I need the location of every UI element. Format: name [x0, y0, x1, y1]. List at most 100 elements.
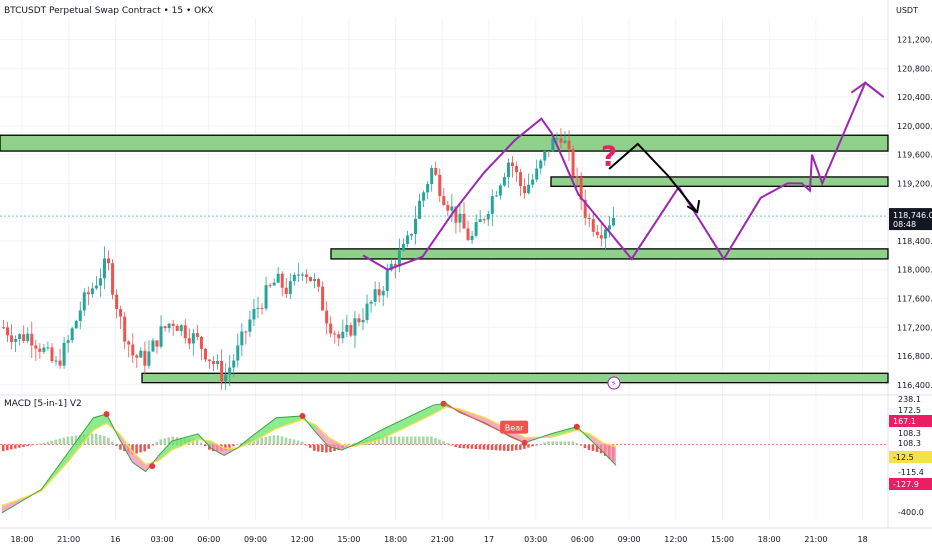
candle-body: [579, 177, 583, 200]
macd-fill: [67, 417, 94, 463]
candle-body: [329, 323, 333, 334]
macd-hist-bar: [18, 444, 21, 448]
macd-hist-bar: [434, 438, 437, 445]
candle-body: [414, 218, 418, 235]
time-tick-label: 17: [484, 535, 494, 544]
macd-hist-bar: [385, 436, 389, 445]
candle-body: [611, 218, 615, 226]
macd-title: MACD [5-in-1] V2: [4, 399, 82, 409]
macd-tick-label: 172.5: [898, 406, 921, 415]
macd-hist-bar: [454, 444, 457, 447]
bear-label: Bear: [505, 424, 524, 433]
time-tick-label: 06:00: [197, 535, 220, 544]
candle-body: [30, 333, 34, 346]
lightning-alert-icon[interactable]: ⚡: [607, 376, 621, 390]
macd-hist-bar: [38, 443, 41, 445]
time-tick-label: 21:00: [431, 535, 454, 544]
candle-body: [607, 225, 611, 230]
candle-body: [466, 228, 470, 241]
candle-body: [486, 213, 490, 220]
macd-hist-bar: [54, 439, 58, 445]
candle-body: [357, 318, 361, 323]
candle-body: [2, 327, 5, 329]
price-tick-label: 121,200.0: [897, 36, 932, 45]
macd-hist-bar: [143, 444, 146, 452]
macd-hist-bar: [66, 436, 70, 445]
zone-rect: [330, 248, 889, 260]
candle-body: [418, 200, 422, 219]
macd-hist-bar: [62, 437, 66, 445]
candle-body: [183, 325, 187, 339]
candle-body: [450, 206, 454, 211]
macd-hist-bar: [515, 444, 518, 451]
candle-body: [321, 286, 325, 311]
candle-body: [224, 374, 228, 382]
macd-hist-bar: [304, 444, 308, 446]
macd-hist-bar: [458, 444, 461, 449]
macd-hist-bar: [203, 444, 207, 447]
macd-fill: [171, 433, 198, 451]
macd-hist-bar: [74, 435, 78, 445]
candle-body: [74, 320, 78, 329]
candle-body: [373, 289, 377, 302]
macd-hist-bar: [381, 436, 385, 445]
macd-hist-bar: [252, 439, 255, 445]
purple-projection-path: [362, 81, 885, 271]
zone-rect: [141, 372, 889, 384]
cross-dot: [573, 423, 580, 430]
candle-body: [547, 151, 551, 153]
macd-hist-bar: [147, 444, 150, 449]
macd-hist-bar: [90, 433, 94, 445]
candle-body: [131, 344, 135, 356]
macd-hist-bar: [389, 436, 393, 445]
cross-dot: [149, 463, 156, 470]
macd-hist-bar: [199, 442, 203, 445]
candle-body: [191, 333, 195, 344]
signal-value-tag-box: [889, 451, 932, 463]
candle-body: [559, 138, 563, 143]
macd-hist-bar: [510, 444, 514, 451]
macd-hist-bar: [236, 444, 239, 446]
macd-hist-bar: [523, 444, 526, 449]
macd-hist-bar: [284, 437, 288, 445]
candle-body: [151, 340, 155, 352]
candle-body: [38, 348, 42, 352]
candle-body: [591, 219, 595, 232]
alert-circle: [607, 376, 621, 390]
candle-body: [587, 217, 591, 220]
candle-body: [454, 206, 458, 223]
time-tick-label: 12:00: [664, 535, 687, 544]
alert-glyph: ⚡: [611, 379, 617, 388]
price-axis[interactable]: 121,200.0 120,800.0 120,400.0 120,000.0 119,…: [897, 36, 932, 390]
candle-body: [187, 338, 191, 344]
macd-tick-label: -400.0: [898, 508, 924, 517]
candle-body: [216, 360, 220, 365]
currency-label[interactable]: USDT: [896, 6, 918, 15]
bear-divergence-line: [443, 403, 525, 444]
macd-hist-bar: [539, 443, 542, 445]
macd-hist-bar: [264, 436, 268, 445]
candle-body: [14, 339, 18, 342]
macd-hist-bar: [296, 440, 300, 445]
macd-hist-bar: [139, 444, 142, 453]
current-price-tag-box: [889, 208, 932, 231]
price-tick-label: 120,000.0: [897, 122, 932, 131]
price-tick-label: 117,600.0: [897, 295, 932, 304]
macd-fill: [250, 417, 277, 443]
macd-hist-bar: [119, 444, 122, 450]
candle-body: [498, 185, 502, 196]
candle-body: [535, 168, 539, 180]
candle-body: [18, 334, 22, 340]
macd-hist-bar: [260, 437, 264, 445]
time-axis[interactable]: 18:00 21:00 16 03:00 06:00 09:00 12:00 15:00 18:…: [10, 535, 867, 544]
candle-body: [490, 196, 494, 214]
macd-hist-bar: [228, 444, 231, 449]
candle-body: [115, 294, 119, 310]
candle-body: [571, 149, 575, 177]
macd-hist-bar: [571, 441, 575, 445]
candle-body: [90, 288, 94, 295]
candle-body: [10, 335, 14, 342]
candle-body: [6, 327, 10, 336]
candle-body: [272, 282, 276, 286]
